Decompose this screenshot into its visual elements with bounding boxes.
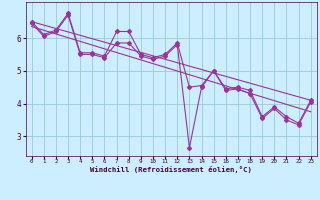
X-axis label: Windchill (Refroidissement éolien,°C): Windchill (Refroidissement éolien,°C) [90,166,252,173]
